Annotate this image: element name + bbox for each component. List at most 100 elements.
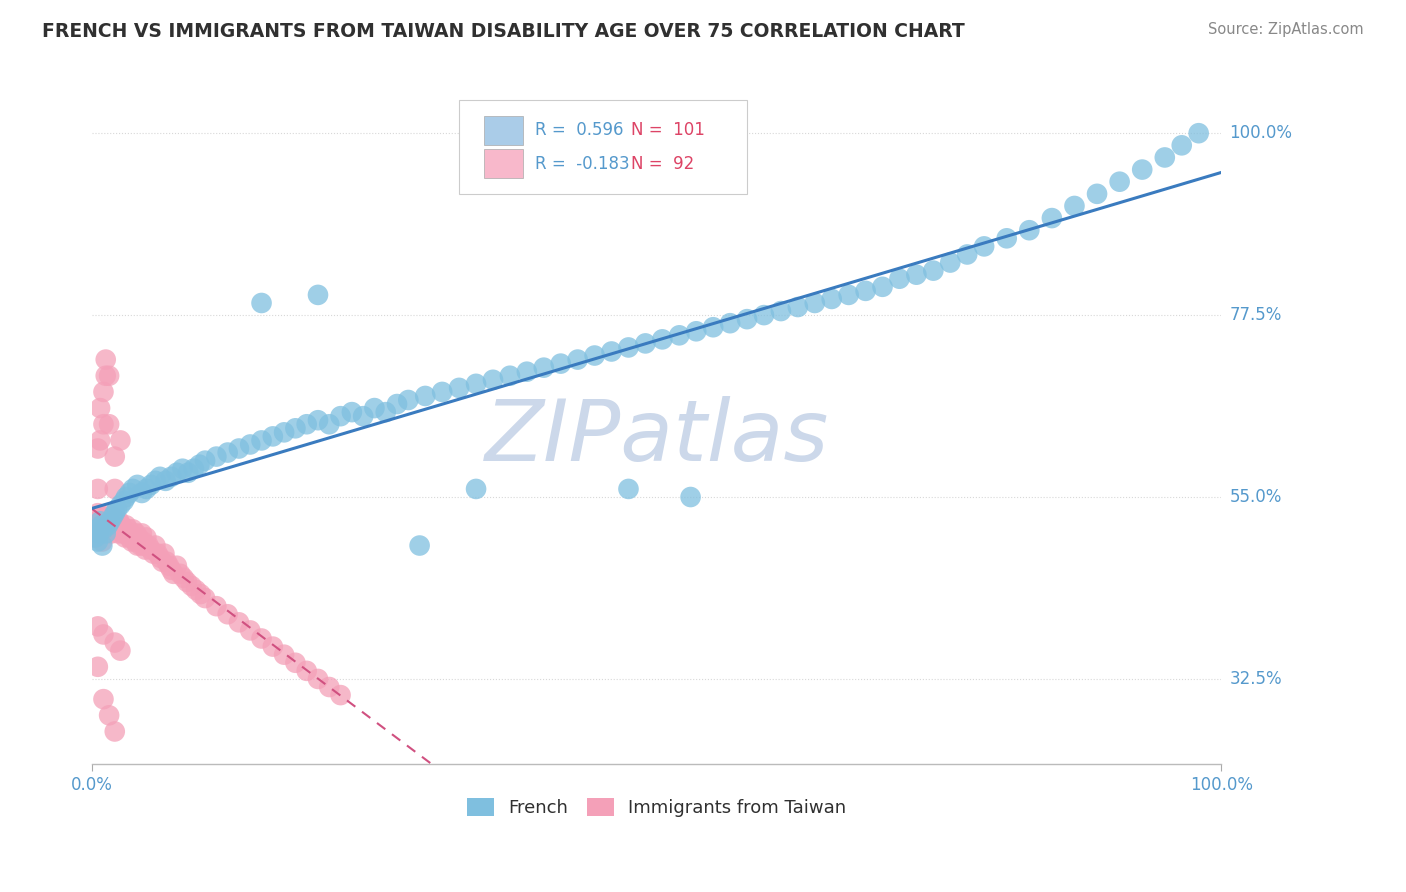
Legend: French, Immigrants from Taiwan: French, Immigrants from Taiwan [460, 790, 853, 824]
Point [262, 429, 284, 443]
Point [718, 316, 741, 330]
Point [284, 656, 307, 670]
Point [329, 688, 352, 702]
Point [100, 526, 122, 541]
Point [408, 539, 430, 553]
Point [217, 445, 239, 459]
Point [262, 640, 284, 654]
Point [131, 526, 153, 541]
Text: R =  -0.183: R = -0.183 [534, 155, 630, 173]
Point [153, 547, 176, 561]
FancyBboxPatch shape [484, 116, 523, 145]
Point [111, 526, 134, 541]
Point [87, 526, 110, 541]
FancyBboxPatch shape [460, 100, 747, 194]
Point [449, 381, 471, 395]
Point [124, 534, 146, 549]
Point [98, 417, 121, 432]
Point [651, 332, 673, 346]
Point [363, 401, 385, 415]
Point [307, 288, 329, 302]
Point [340, 405, 363, 419]
Point [1130, 162, 1153, 177]
Point [194, 591, 217, 605]
Point [786, 300, 808, 314]
Point [110, 498, 132, 512]
Point [93, 522, 115, 536]
Point [1188, 126, 1211, 140]
Point [129, 539, 152, 553]
Point [93, 692, 115, 706]
Point [634, 336, 657, 351]
Point [139, 542, 162, 557]
Point [90, 510, 112, 524]
Point [617, 482, 640, 496]
Point [905, 268, 928, 282]
Point [250, 632, 273, 646]
Point [94, 518, 117, 533]
Point [101, 518, 124, 533]
Point [166, 466, 188, 480]
Point [105, 502, 128, 516]
Text: R =  0.596: R = 0.596 [534, 121, 623, 139]
Point [131, 486, 153, 500]
Point [396, 392, 419, 407]
Point [90, 518, 112, 533]
Point [93, 627, 115, 641]
Point [84, 522, 107, 536]
Point [134, 542, 156, 557]
Point [567, 352, 589, 367]
Point [94, 352, 117, 367]
Point [180, 579, 202, 593]
Point [679, 490, 702, 504]
Point [89, 514, 111, 528]
Point [307, 672, 329, 686]
Point [87, 506, 110, 520]
Point [110, 434, 132, 448]
Point [104, 635, 127, 649]
Point [101, 510, 124, 524]
Point [465, 376, 488, 391]
Point [122, 531, 145, 545]
Point [91, 534, 114, 549]
Point [995, 231, 1018, 245]
Point [93, 417, 115, 432]
Point [114, 531, 136, 545]
Text: Source: ZipAtlas.com: Source: ZipAtlas.com [1208, 22, 1364, 37]
Point [516, 365, 538, 379]
Point [97, 506, 120, 520]
Point [482, 373, 505, 387]
Point [115, 526, 138, 541]
Point [91, 539, 114, 553]
Point [104, 514, 127, 528]
Point [110, 518, 132, 533]
Point [104, 482, 127, 496]
Point [273, 648, 295, 662]
Point [104, 450, 127, 464]
Point [118, 531, 141, 545]
Point [155, 474, 177, 488]
Point [318, 680, 340, 694]
Point [104, 724, 127, 739]
Point [127, 539, 149, 553]
Point [499, 368, 522, 383]
Point [93, 522, 115, 536]
Point [295, 664, 318, 678]
Point [307, 413, 329, 427]
Point [156, 555, 179, 569]
Point [194, 453, 217, 467]
Point [769, 304, 792, 318]
Point [973, 239, 995, 253]
Point [157, 558, 180, 573]
Point [87, 518, 110, 533]
Point [108, 514, 131, 528]
Text: ZIPatlas: ZIPatlas [485, 395, 830, 478]
Point [135, 482, 157, 496]
Point [89, 434, 111, 448]
Text: 100.0%: 100.0% [1230, 124, 1292, 142]
Point [105, 518, 128, 533]
Point [1018, 223, 1040, 237]
Point [889, 271, 911, 285]
Point [117, 522, 139, 536]
Point [138, 539, 160, 553]
